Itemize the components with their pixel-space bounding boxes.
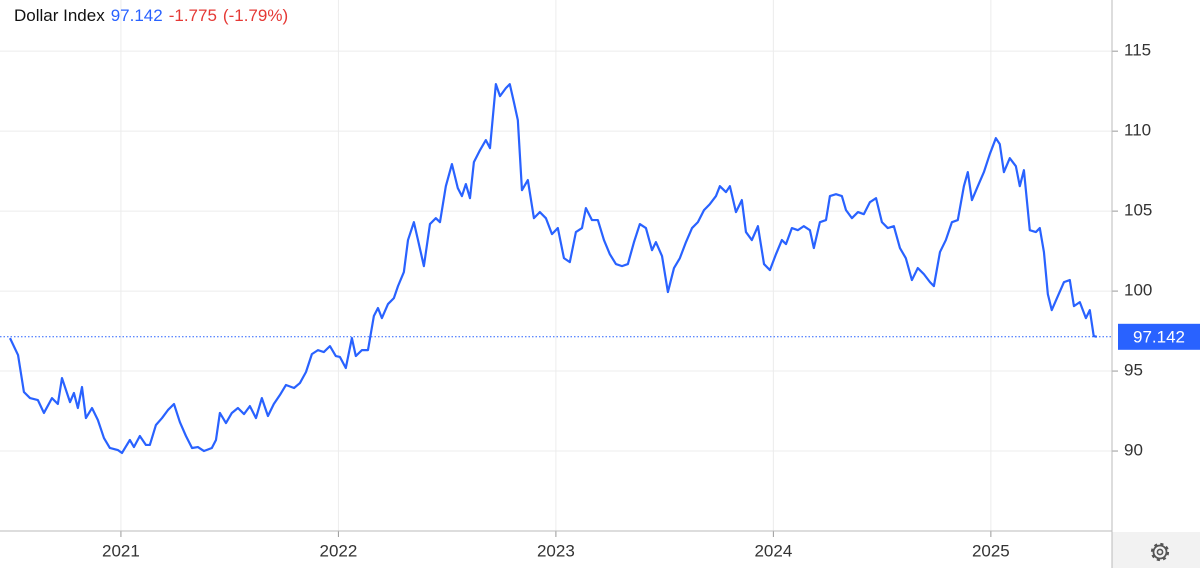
settings-icon[interactable] xyxy=(1150,542,1170,562)
gear-ring xyxy=(1152,544,1168,560)
y-tick-label: 100 xyxy=(1124,281,1152,300)
change: -1.775 xyxy=(168,6,217,25)
y-tick-label: 95 xyxy=(1124,361,1143,380)
y-tick-label: 105 xyxy=(1124,201,1152,220)
price-line xyxy=(9,83,1098,455)
settings-area xyxy=(1112,532,1200,568)
y-tick-label: 110 xyxy=(1124,121,1151,140)
last-value-label: 97.142 xyxy=(1133,327,1185,346)
last-value-tag xyxy=(1118,323,1200,350)
x-tick-label: 2025 xyxy=(972,541,1010,560)
x-tick-label: 2021 xyxy=(102,541,140,560)
x-tick-label: 2023 xyxy=(537,541,575,560)
x-tick-label: 2022 xyxy=(319,541,357,560)
header: Dollar Index 97.142 -1.775 (-1.79%) xyxy=(14,6,294,26)
gear-teeth xyxy=(1150,542,1170,562)
x-tick-label: 2024 xyxy=(754,541,792,560)
gear-hole xyxy=(1156,548,1164,556)
y-tick-label: 90 xyxy=(1124,441,1143,460)
chart-title: Dollar Index xyxy=(14,6,105,25)
last-price: 97.142 xyxy=(110,6,163,25)
y-tick-label: 115 xyxy=(1124,41,1151,60)
change-percent: (-1.79%) xyxy=(222,6,289,25)
